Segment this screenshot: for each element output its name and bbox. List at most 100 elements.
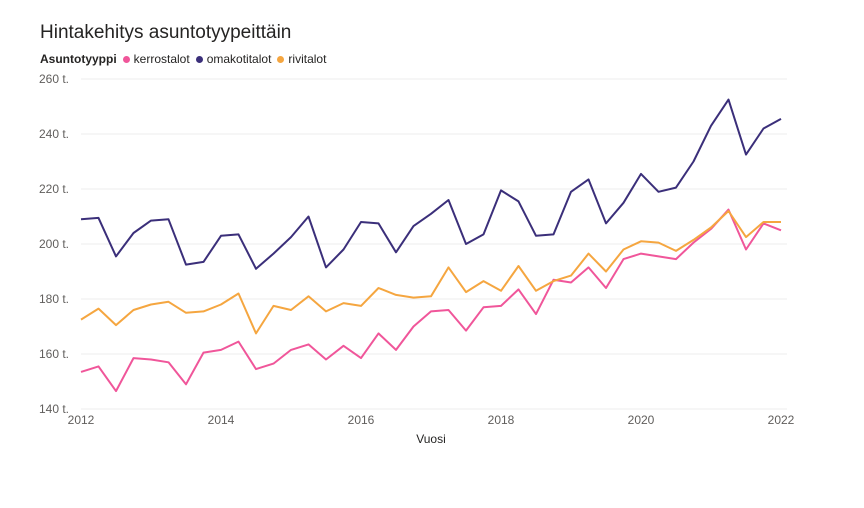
data-point-kerrostalot[interactable] [202,351,206,355]
data-point-omakotitalot[interactable] [464,242,468,246]
data-point-omakotitalot[interactable] [622,201,626,205]
data-point-omakotitalot[interactable] [202,260,206,264]
data-point-omakotitalot[interactable] [394,250,398,254]
data-point-kerrostalot[interactable] [447,308,451,312]
data-point-kerrostalot[interactable] [79,370,83,374]
data-point-omakotitalot[interactable] [604,221,608,225]
data-point-rivitalot[interactable] [569,274,573,278]
data-point-kerrostalot[interactable] [587,265,591,269]
data-point-kerrostalot[interactable] [97,364,101,368]
series-line-rivitalot[interactable] [80,210,781,335]
data-point-kerrostalot[interactable] [237,340,241,344]
data-point-omakotitalot[interactable] [482,232,486,236]
data-point-kerrostalot[interactable] [272,362,276,366]
data-point-rivitalot[interactable] [587,252,591,256]
data-point-rivitalot[interactable] [604,270,608,274]
data-point-omakotitalot[interactable] [744,153,748,157]
data-point-rivitalot[interactable] [744,235,748,239]
data-point-rivitalot[interactable] [429,294,433,298]
data-point-omakotitalot[interactable] [552,232,556,236]
data-point-omakotitalot[interactable] [307,215,311,219]
data-point-kerrostalot[interactable] [359,356,363,360]
data-point-omakotitalot[interactable] [97,216,101,220]
data-point-kerrostalot[interactable] [657,254,661,258]
legend-item-kerrostalot[interactable]: kerrostalot [122,52,190,66]
data-point-rivitalot[interactable] [97,307,101,311]
legend-item-omakotitalot[interactable]: omakotitalot [195,52,271,66]
series-points[interactable] [79,98,783,394]
data-point-rivitalot[interactable] [499,289,503,293]
data-point-rivitalot[interactable] [657,241,661,245]
data-point-kerrostalot[interactable] [149,358,153,362]
data-point-omakotitalot[interactable] [324,265,328,269]
data-point-omakotitalot[interactable] [499,188,503,192]
data-point-kerrostalot[interactable] [254,367,258,371]
data-point-omakotitalot[interactable] [342,248,346,252]
data-point-rivitalot[interactable] [412,296,416,300]
data-point-rivitalot[interactable] [552,279,556,283]
data-point-omakotitalot[interactable] [517,199,521,203]
data-point-omakotitalot[interactable] [254,267,258,271]
data-point-rivitalot[interactable] [342,301,346,305]
data-point-rivitalot[interactable] [534,289,538,293]
data-point-rivitalot[interactable] [272,304,276,308]
data-point-kerrostalot[interactable] [534,312,538,316]
data-point-kerrostalot[interactable] [342,344,346,348]
data-point-rivitalot[interactable] [394,293,398,297]
data-point-kerrostalot[interactable] [132,356,136,360]
data-point-rivitalot[interactable] [289,308,293,312]
data-point-omakotitalot[interactable] [762,127,766,131]
series-line-kerrostalot[interactable] [80,208,782,393]
data-point-rivitalot[interactable] [692,238,696,242]
data-point-kerrostalot[interactable] [377,331,381,335]
data-point-omakotitalot[interactable] [289,235,293,239]
data-point-kerrostalot[interactable] [114,389,118,393]
data-point-kerrostalot[interactable] [324,358,328,362]
data-point-rivitalot[interactable] [114,323,118,327]
data-point-rivitalot[interactable] [307,294,311,298]
series-line-omakotitalot[interactable] [80,98,782,270]
data-point-kerrostalot[interactable] [639,252,643,256]
data-point-omakotitalot[interactable] [657,190,661,194]
series-lines[interactable] [80,98,782,393]
data-point-kerrostalot[interactable] [604,286,608,290]
data-point-rivitalot[interactable] [674,249,678,253]
data-point-kerrostalot[interactable] [167,360,171,364]
data-point-kerrostalot[interactable] [779,228,783,232]
data-point-kerrostalot[interactable] [569,281,573,285]
data-point-omakotitalot[interactable] [132,231,136,235]
data-point-omakotitalot[interactable] [237,232,241,236]
data-point-kerrostalot[interactable] [464,329,468,333]
data-point-omakotitalot[interactable] [184,263,188,267]
data-point-rivitalot[interactable] [709,226,713,230]
data-point-rivitalot[interactable] [622,248,626,252]
data-point-kerrostalot[interactable] [289,348,293,352]
data-point-rivitalot[interactable] [639,239,643,243]
data-point-kerrostalot[interactable] [184,382,188,386]
data-point-kerrostalot[interactable] [307,342,311,346]
data-point-omakotitalot[interactable] [779,117,783,121]
data-point-kerrostalot[interactable] [429,309,433,313]
data-point-rivitalot[interactable] [79,318,83,322]
data-point-rivitalot[interactable] [219,303,223,307]
data-point-kerrostalot[interactable] [517,287,521,291]
data-point-kerrostalot[interactable] [394,348,398,352]
legend-item-rivitalot[interactable]: rivitalot [277,52,326,66]
data-point-omakotitalot[interactable] [377,221,381,225]
data-point-omakotitalot[interactable] [569,190,573,194]
data-point-rivitalot[interactable] [482,279,486,283]
data-point-omakotitalot[interactable] [534,234,538,238]
data-point-kerrostalot[interactable] [412,325,416,329]
data-point-omakotitalot[interactable] [114,254,118,258]
data-point-rivitalot[interactable] [464,290,468,294]
data-point-rivitalot[interactable] [184,311,188,315]
data-point-rivitalot[interactable] [167,300,171,304]
data-point-rivitalot[interactable] [359,304,363,308]
data-point-rivitalot[interactable] [254,331,258,335]
data-point-kerrostalot[interactable] [674,257,678,261]
data-point-kerrostalot[interactable] [622,257,626,261]
data-point-rivitalot[interactable] [447,265,451,269]
data-point-rivitalot[interactable] [779,220,783,224]
data-point-omakotitalot[interactable] [447,198,451,202]
data-point-omakotitalot[interactable] [167,217,171,221]
